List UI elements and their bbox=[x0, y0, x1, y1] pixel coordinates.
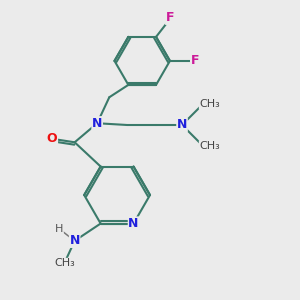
Text: CH₃: CH₃ bbox=[54, 258, 75, 268]
Text: F: F bbox=[166, 11, 174, 24]
Text: N: N bbox=[177, 118, 187, 131]
Text: N: N bbox=[70, 234, 80, 248]
Text: CH₃: CH₃ bbox=[200, 99, 220, 109]
Text: H: H bbox=[55, 224, 63, 234]
Text: N: N bbox=[92, 117, 102, 130]
Text: N: N bbox=[128, 217, 139, 230]
Text: CH₃: CH₃ bbox=[200, 141, 220, 151]
Text: O: O bbox=[47, 132, 58, 145]
Text: F: F bbox=[190, 54, 199, 68]
